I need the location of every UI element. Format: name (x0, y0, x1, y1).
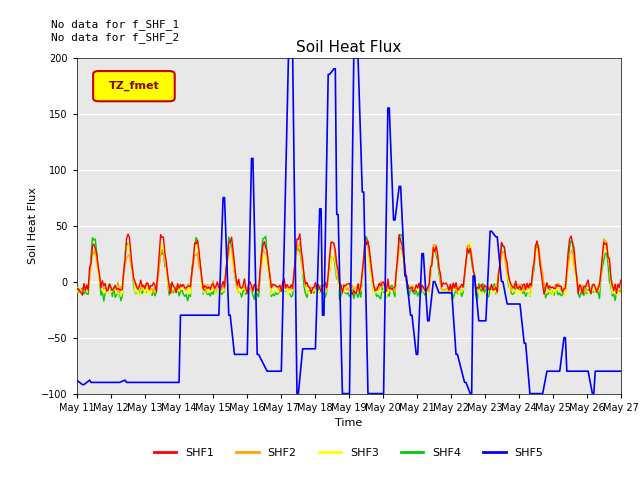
Legend: SHF1, SHF2, SHF3, SHF4, SHF5: SHF1, SHF2, SHF3, SHF4, SHF5 (150, 443, 548, 462)
Y-axis label: Soil Heat Flux: Soil Heat Flux (29, 187, 38, 264)
Title: Soil Heat Flux: Soil Heat Flux (296, 40, 401, 55)
FancyBboxPatch shape (93, 71, 175, 101)
Text: No data for f_SHF_1
No data for f_SHF_2: No data for f_SHF_1 No data for f_SHF_2 (51, 19, 179, 43)
Text: TZ_fmet: TZ_fmet (109, 81, 159, 91)
X-axis label: Time: Time (335, 418, 362, 428)
